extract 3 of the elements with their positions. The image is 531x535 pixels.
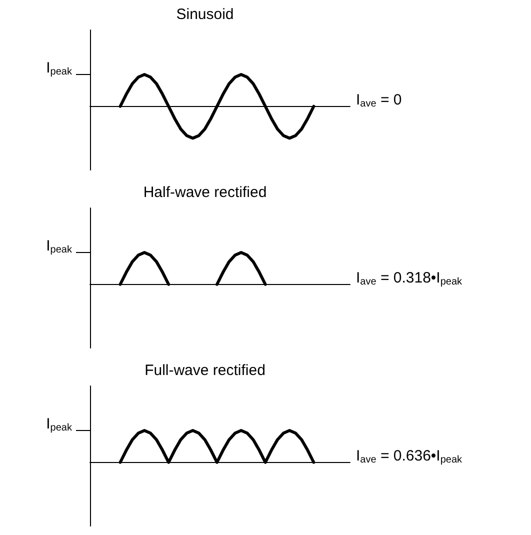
chart-title: Half-wave rectified (143, 184, 267, 201)
chart-title: Full-wave rectified (144, 362, 266, 379)
chart-title: Sinusoid (176, 6, 234, 23)
